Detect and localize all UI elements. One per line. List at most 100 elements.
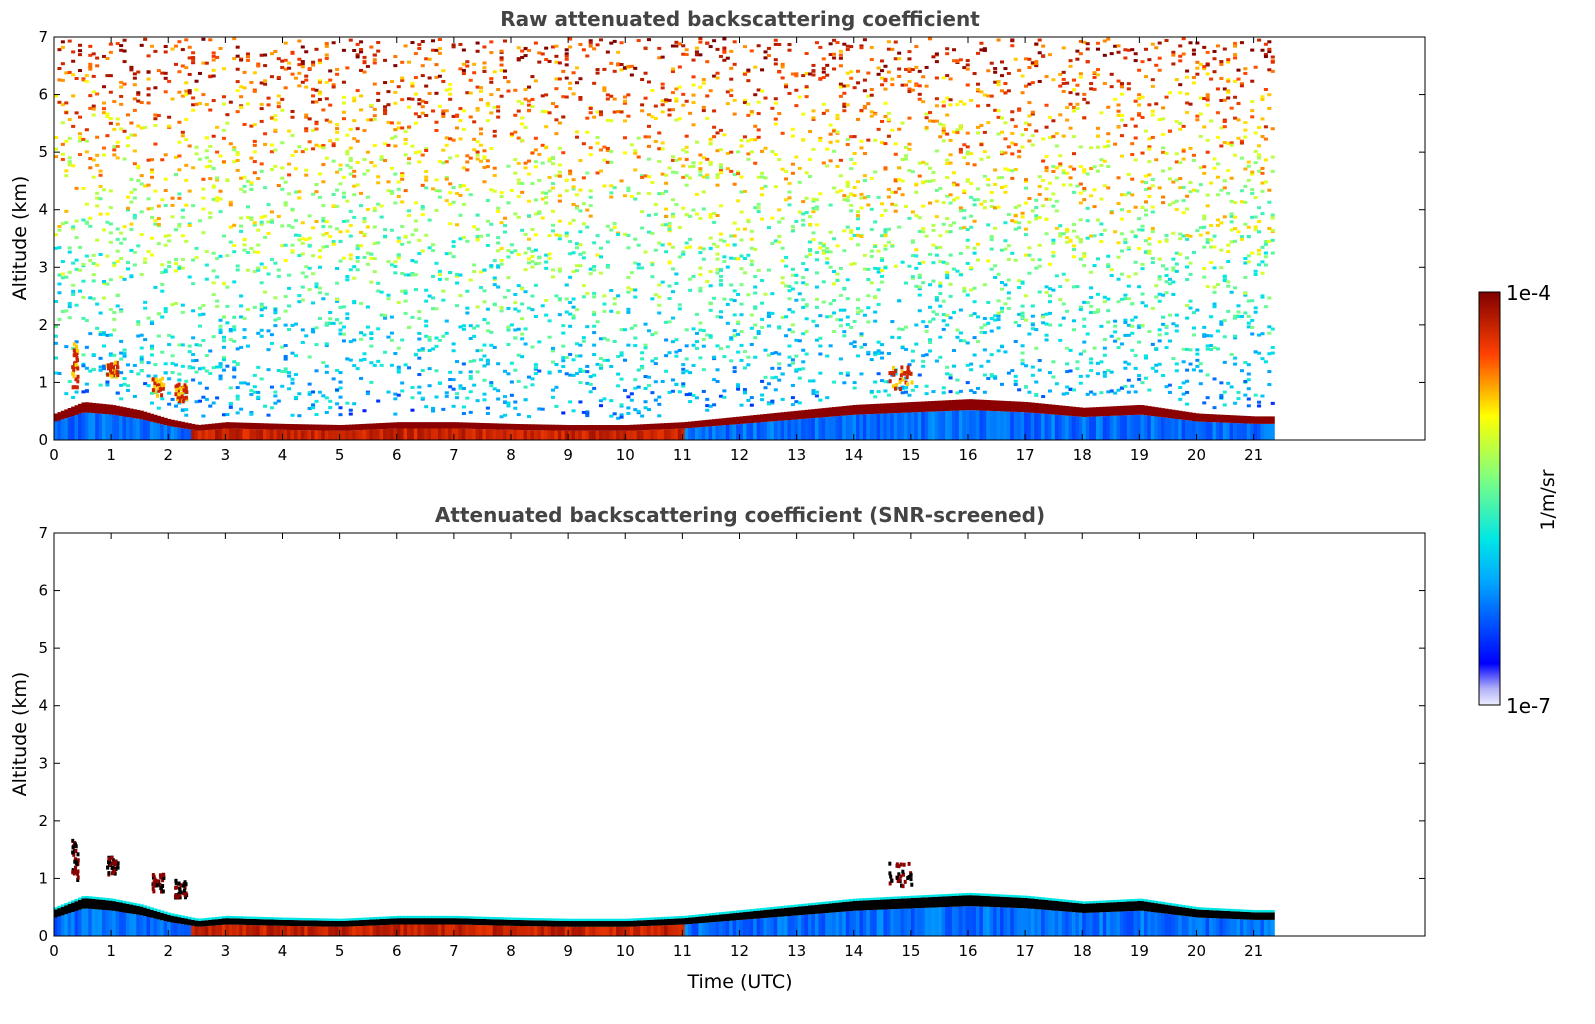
heatmap-cell — [760, 317, 765, 321]
heatmap-cell — [122, 382, 127, 386]
heatmap-cell — [393, 397, 398, 401]
heatmap-cell — [948, 193, 953, 197]
heatmap-cell — [499, 415, 504, 419]
heatmap-cell — [664, 98, 669, 102]
heatmap-cell — [396, 236, 401, 240]
heatmap-cell — [410, 97, 415, 101]
heatmap-cell — [544, 260, 549, 264]
heatmap-cell — [554, 54, 559, 58]
heatmap-cell — [331, 142, 336, 146]
heatmap-cell — [74, 219, 79, 223]
heatmap-cell — [520, 138, 525, 142]
heatmap-cell — [1027, 220, 1032, 224]
heatmap-cell — [407, 273, 412, 277]
heatmap-cell — [307, 424, 312, 431]
heatmap-cell — [931, 317, 936, 321]
heatmap-cell — [311, 406, 316, 410]
heatmap-cell — [814, 251, 819, 255]
heatmap-cell — [173, 44, 178, 48]
heatmap-cell — [1078, 182, 1083, 186]
heatmap-cell — [461, 62, 466, 66]
heatmap-cell — [718, 163, 723, 167]
heatmap-cell — [1058, 113, 1063, 117]
heatmap-cell — [883, 87, 888, 91]
heatmap-cell — [736, 150, 741, 154]
heatmap-cell — [393, 428, 398, 440]
heatmap-cell — [125, 195, 131, 199]
heatmap-cell — [160, 71, 165, 75]
heatmap-cell — [715, 183, 720, 187]
heatmap-cell — [907, 412, 912, 440]
heatmap-cell — [571, 409, 576, 413]
heatmap-cell — [585, 414, 590, 418]
heatmap-cell — [125, 113, 131, 117]
heatmap-cell — [1051, 288, 1056, 292]
heatmap-cell — [917, 293, 922, 297]
heatmap-cell — [149, 344, 154, 348]
heatmap-cell — [1037, 243, 1042, 247]
heatmap-cell — [259, 334, 264, 338]
heatmap-cell — [729, 66, 734, 70]
heatmap-cell — [132, 394, 137, 398]
heatmap-cell — [489, 51, 494, 55]
heatmap-cell — [907, 264, 912, 268]
heatmap-cell — [955, 128, 960, 132]
heatmap-cell — [794, 74, 799, 78]
heatmap-cell — [417, 238, 422, 242]
heatmap-cell — [1013, 167, 1018, 171]
heatmap-cell — [523, 342, 528, 346]
heatmap-cell — [945, 217, 950, 221]
heatmap-cell — [557, 237, 562, 241]
heatmap-cell — [574, 264, 580, 268]
heatmap-cell — [523, 97, 528, 101]
heatmap-cell — [1013, 57, 1018, 61]
heatmap-cell — [434, 208, 439, 212]
heatmap-cell — [468, 376, 473, 380]
heatmap-cell — [143, 261, 148, 265]
heatmap-cell — [550, 223, 556, 227]
heatmap-cell — [907, 90, 912, 94]
heatmap-cell — [328, 322, 333, 326]
heatmap-cell — [698, 37, 703, 41]
heatmap-cell — [530, 383, 535, 387]
heatmap-cell — [797, 180, 802, 184]
heatmap-cell — [571, 251, 576, 255]
heatmap-cell — [948, 376, 953, 380]
heatmap-cell — [146, 54, 151, 58]
heatmap-cell — [838, 406, 843, 416]
heatmap-cell — [712, 403, 717, 407]
heatmap-cell — [105, 74, 110, 78]
heatmap-cell — [434, 178, 439, 182]
heatmap-cell — [228, 240, 233, 244]
heatmap-cell — [167, 260, 172, 264]
heatmap-cell — [297, 253, 302, 257]
heatmap-cell — [101, 403, 107, 414]
heatmap-cell — [311, 254, 316, 258]
heatmap-cell — [424, 147, 429, 151]
heatmap-cell — [177, 265, 182, 269]
heatmap-cell — [74, 258, 79, 262]
heatmap-cell — [955, 391, 960, 395]
heatmap-cell — [400, 172, 405, 176]
heatmap-cell — [965, 341, 970, 345]
heatmap-cell — [924, 126, 929, 130]
heatmap-cell — [81, 137, 86, 141]
heatmap-cell — [732, 370, 737, 374]
heatmap-cell — [965, 245, 970, 249]
heatmap-cell — [57, 228, 62, 232]
heatmap-cell — [876, 249, 881, 253]
heatmap-cell — [300, 237, 305, 241]
heatmap-cell — [712, 296, 717, 300]
heatmap-cell — [475, 157, 480, 161]
heatmap-cell — [1082, 416, 1087, 440]
heatmap-cell — [1075, 57, 1080, 61]
heatmap-cell — [441, 298, 446, 302]
heatmap-cell — [547, 335, 552, 339]
heatmap-cell — [893, 40, 898, 44]
heatmap-cell — [643, 250, 648, 254]
heatmap-cell — [914, 254, 919, 258]
heatmap-cell — [468, 324, 473, 328]
heatmap-cell — [533, 363, 538, 367]
heatmap-cell — [945, 262, 950, 266]
heatmap-cell — [125, 384, 131, 388]
